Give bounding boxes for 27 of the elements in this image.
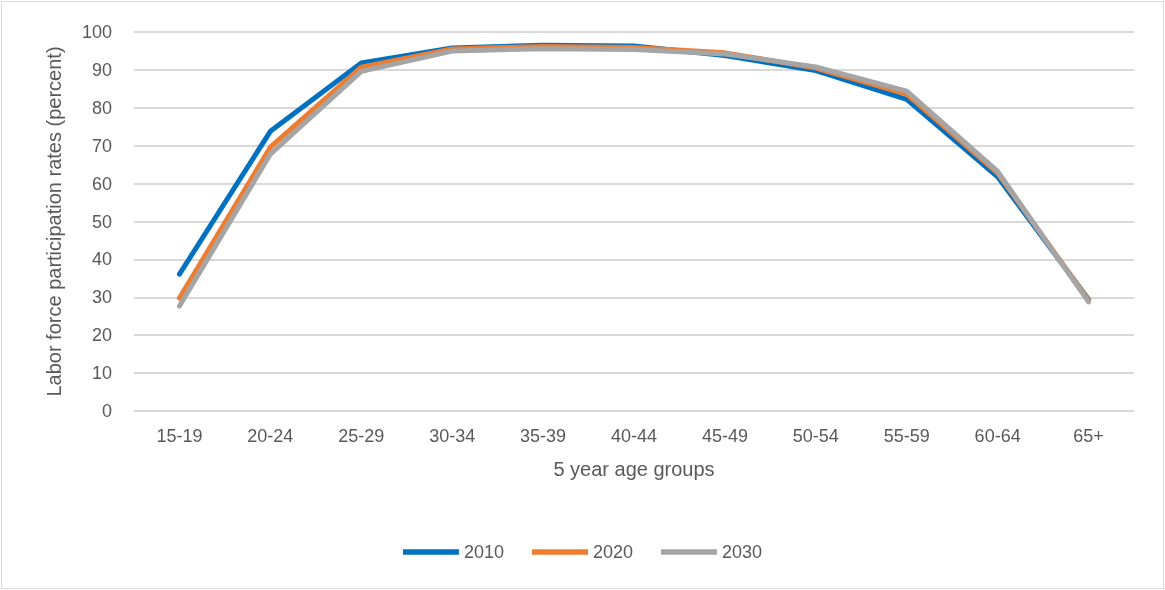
y-tick-label: 20 — [91, 325, 112, 346]
y-tick-label: 30 — [91, 287, 112, 308]
y-tick-label: 70 — [91, 135, 112, 156]
legend-label: 2030 — [722, 542, 763, 562]
y-axis-title: Labor force participation rates (percent) — [43, 46, 65, 397]
x-tick-label: 55-59 — [883, 426, 930, 446]
x-tick-label: 40-44 — [610, 426, 658, 446]
x-tick-label: 50-54 — [792, 426, 839, 446]
x-tick-label: 35-39 — [520, 426, 567, 446]
x-tick-label: 20-24 — [247, 426, 294, 446]
y-tick-label: 90 — [91, 59, 112, 80]
x-tick-label: 65+ — [1073, 426, 1104, 446]
x-tick-label: 25-29 — [338, 426, 385, 446]
y-tick-label: 0 — [101, 401, 112, 421]
legend-label: 2010 — [463, 542, 504, 562]
y-tick-label: 40 — [91, 249, 112, 270]
x-tick-label: 45-49 — [701, 426, 748, 446]
x-axis-title: 5 year age groups — [553, 458, 715, 480]
legend-label: 2020 — [592, 542, 634, 562]
x-tick-label: 15-19 — [156, 426, 203, 446]
x-tick-label: 30-34 — [429, 426, 476, 446]
y-tick-label: 80 — [91, 97, 112, 118]
x-tick-label: 60-64 — [974, 426, 1021, 446]
y-tick-label: 100 — [81, 22, 112, 42]
y-tick-label: 50 — [91, 211, 112, 232]
y-tick-label: 10 — [91, 363, 112, 384]
y-tick-label: 60 — [91, 173, 112, 194]
